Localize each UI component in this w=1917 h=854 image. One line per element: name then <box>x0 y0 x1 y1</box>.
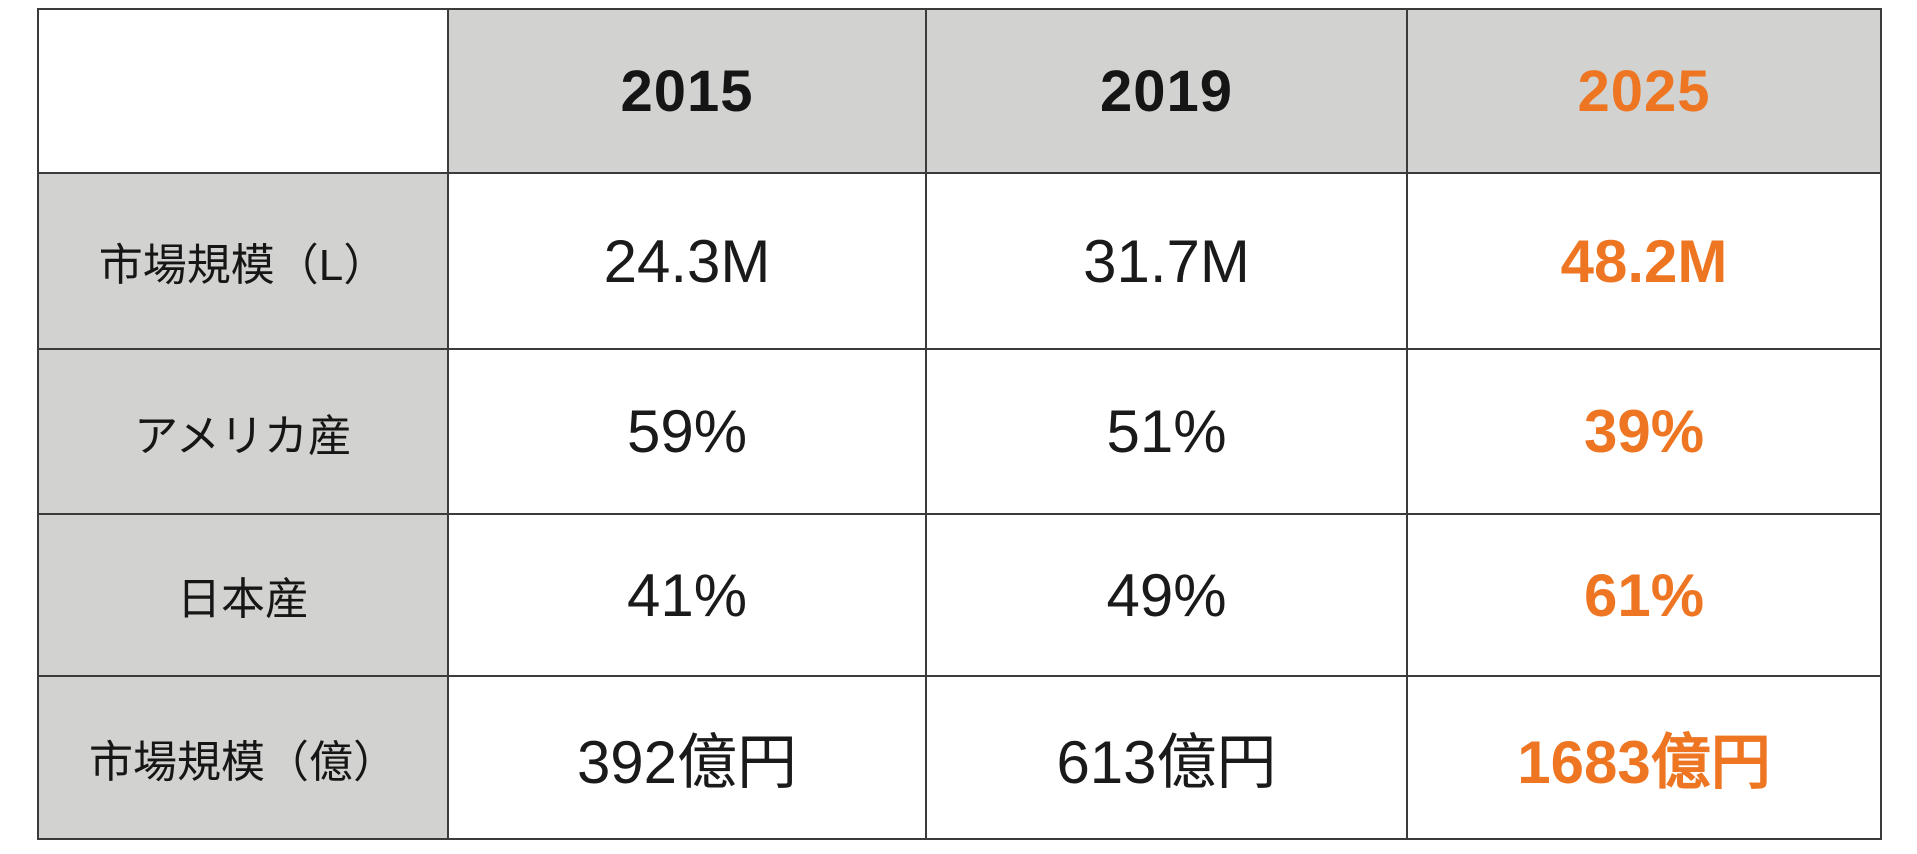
cell-japan-share-2019: 49% <box>925 513 1408 677</box>
row-label-market-size-liters: 市場規模（L） <box>37 172 449 350</box>
cell-usa-share-2025: 39% <box>1406 348 1882 515</box>
cell-market-size-liters-2025: 48.2M <box>1406 172 1882 350</box>
table-row-usa-share: アメリカ産 59% 51% 39% <box>37 348 1882 515</box>
corner-empty-cell <box>37 8 449 174</box>
table-row-market-size-liters: 市場規模（L） 24.3M 31.7M 48.2M <box>37 172 1882 350</box>
cell-market-size-liters-2019: 31.7M <box>925 172 1408 350</box>
cell-market-size-liters-2015: 24.3M <box>447 172 927 350</box>
cell-japan-share-2015: 41% <box>447 513 927 677</box>
row-label-japan-share: 日本産 <box>37 513 449 677</box>
table-row-market-size-oku: 市場規模（億） 392億円 613億円 1683億円 <box>37 675 1882 840</box>
cell-japan-share-2025: 61% <box>1406 513 1882 677</box>
cell-market-size-oku-2025: 1683億円 <box>1406 675 1882 840</box>
table-header-row: 2015 2019 2025 <box>37 8 1882 174</box>
cell-usa-share-2015: 59% <box>447 348 927 515</box>
table-row-japan-share: 日本産 41% 49% 61% <box>37 513 1882 677</box>
row-label-market-size-oku: 市場規模（億） <box>37 675 449 840</box>
cell-usa-share-2019: 51% <box>925 348 1408 515</box>
market-data-table: 2015 2019 2025 市場規模（L） 24.3M 31.7M 48.2M… <box>37 8 1882 840</box>
col-header-2015: 2015 <box>447 8 927 174</box>
col-header-2019: 2019 <box>925 8 1408 174</box>
cell-market-size-oku-2019: 613億円 <box>925 675 1408 840</box>
cell-market-size-oku-2015: 392億円 <box>447 675 927 840</box>
row-label-usa-share: アメリカ産 <box>37 348 449 515</box>
col-header-2025: 2025 <box>1406 8 1882 174</box>
